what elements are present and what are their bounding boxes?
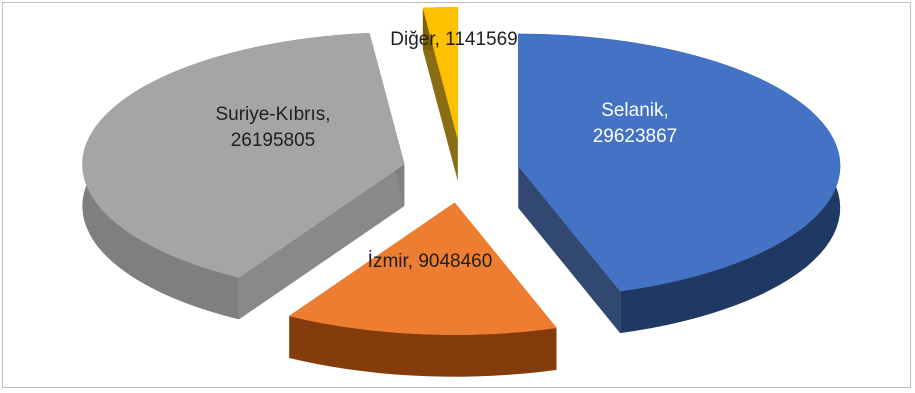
slice-selanik — [518, 33, 841, 292]
slice-side-i-zmir — [289, 316, 557, 377]
slice-label-izmir: İzmir, 9048460 — [368, 251, 493, 272]
slice-label-selanik-line2: 29623867 — [593, 126, 678, 147]
slice-wall-selanik-1 — [518, 165, 621, 334]
slice-labels: Selanik, 29623867 İzmir, 9048460 Suriye-… — [215, 29, 677, 272]
slice-label-suriye-kibris-line1: Suriye-Kıbrıs, — [215, 104, 330, 125]
slice-label-suriye-kibris-line2: 26195805 — [231, 130, 316, 151]
chart-frame: Selanik, 29623867 İzmir, 9048460 Suriye-… — [2, 2, 911, 388]
slice-suriye-kibris — [82, 32, 405, 278]
pie-chart: Selanik, 29623867 İzmir, 9048460 Suriye-… — [82, 6, 841, 377]
slice-i-zmir — [288, 202, 557, 335]
slice-wall-diger-0 — [422, 7, 458, 182]
slice-label-diger: Diğer, 1141569 — [390, 29, 517, 50]
slice-diger — [422, 6, 459, 140]
slice-label-selanik-line1: Selanik, — [601, 100, 669, 121]
slice-tops — [82, 6, 841, 335]
slice-wall-suriye-kibris-0 — [238, 164, 405, 320]
